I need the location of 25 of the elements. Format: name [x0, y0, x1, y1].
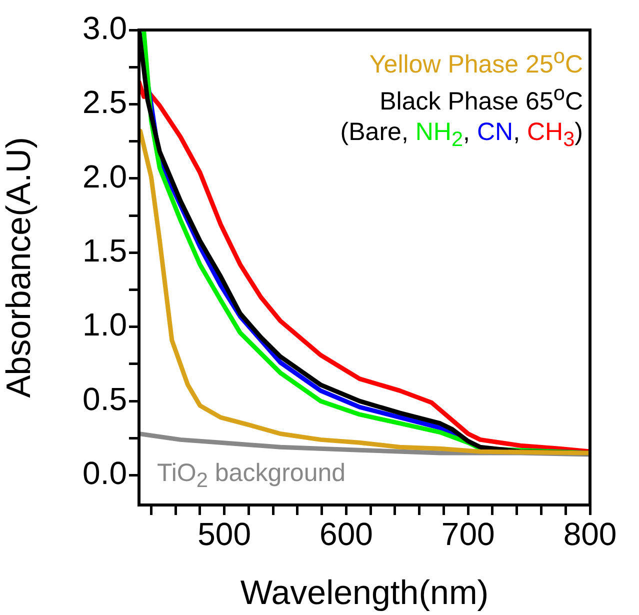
y-tick-label: 1.0 [82, 306, 127, 343]
legend-title: Black Phase 65$^{o}$C [378, 81, 583, 117]
x-tick-label: 500 [198, 516, 252, 552]
x-tick-label: 600 [320, 516, 373, 552]
y-tick-label: 2.5 [82, 84, 127, 120]
y-tick-label: 0.5 [82, 380, 127, 417]
y-tick-label: 0.0 [82, 455, 127, 492]
text: , [513, 118, 520, 146]
text: , [463, 118, 470, 146]
y-tick-label: 1.5 [82, 232, 127, 268]
x-tick-label: 700 [441, 516, 495, 552]
y-tick-label: 3.0 [82, 10, 127, 46]
text: Bare [348, 118, 402, 146]
annotation: ) [574, 118, 583, 146]
text: CN [476, 118, 514, 146]
annotation: , [401, 118, 408, 146]
annotation: ( [340, 118, 349, 146]
annotation: TiO$_{2}$ background [157, 458, 346, 494]
text: NH$_{2}$ [415, 118, 464, 151]
x-tick-label: 800 [563, 516, 617, 552]
text: CH$_{3}$ [526, 118, 575, 151]
x-axis-title: Wavelength(nm) [240, 574, 489, 612]
y-tick-label: 2.0 [82, 158, 127, 194]
y-axis-title: Absorbance(A.U) [0, 137, 38, 398]
text: Yellow Phase 25$^{o}$C [368, 44, 583, 80]
